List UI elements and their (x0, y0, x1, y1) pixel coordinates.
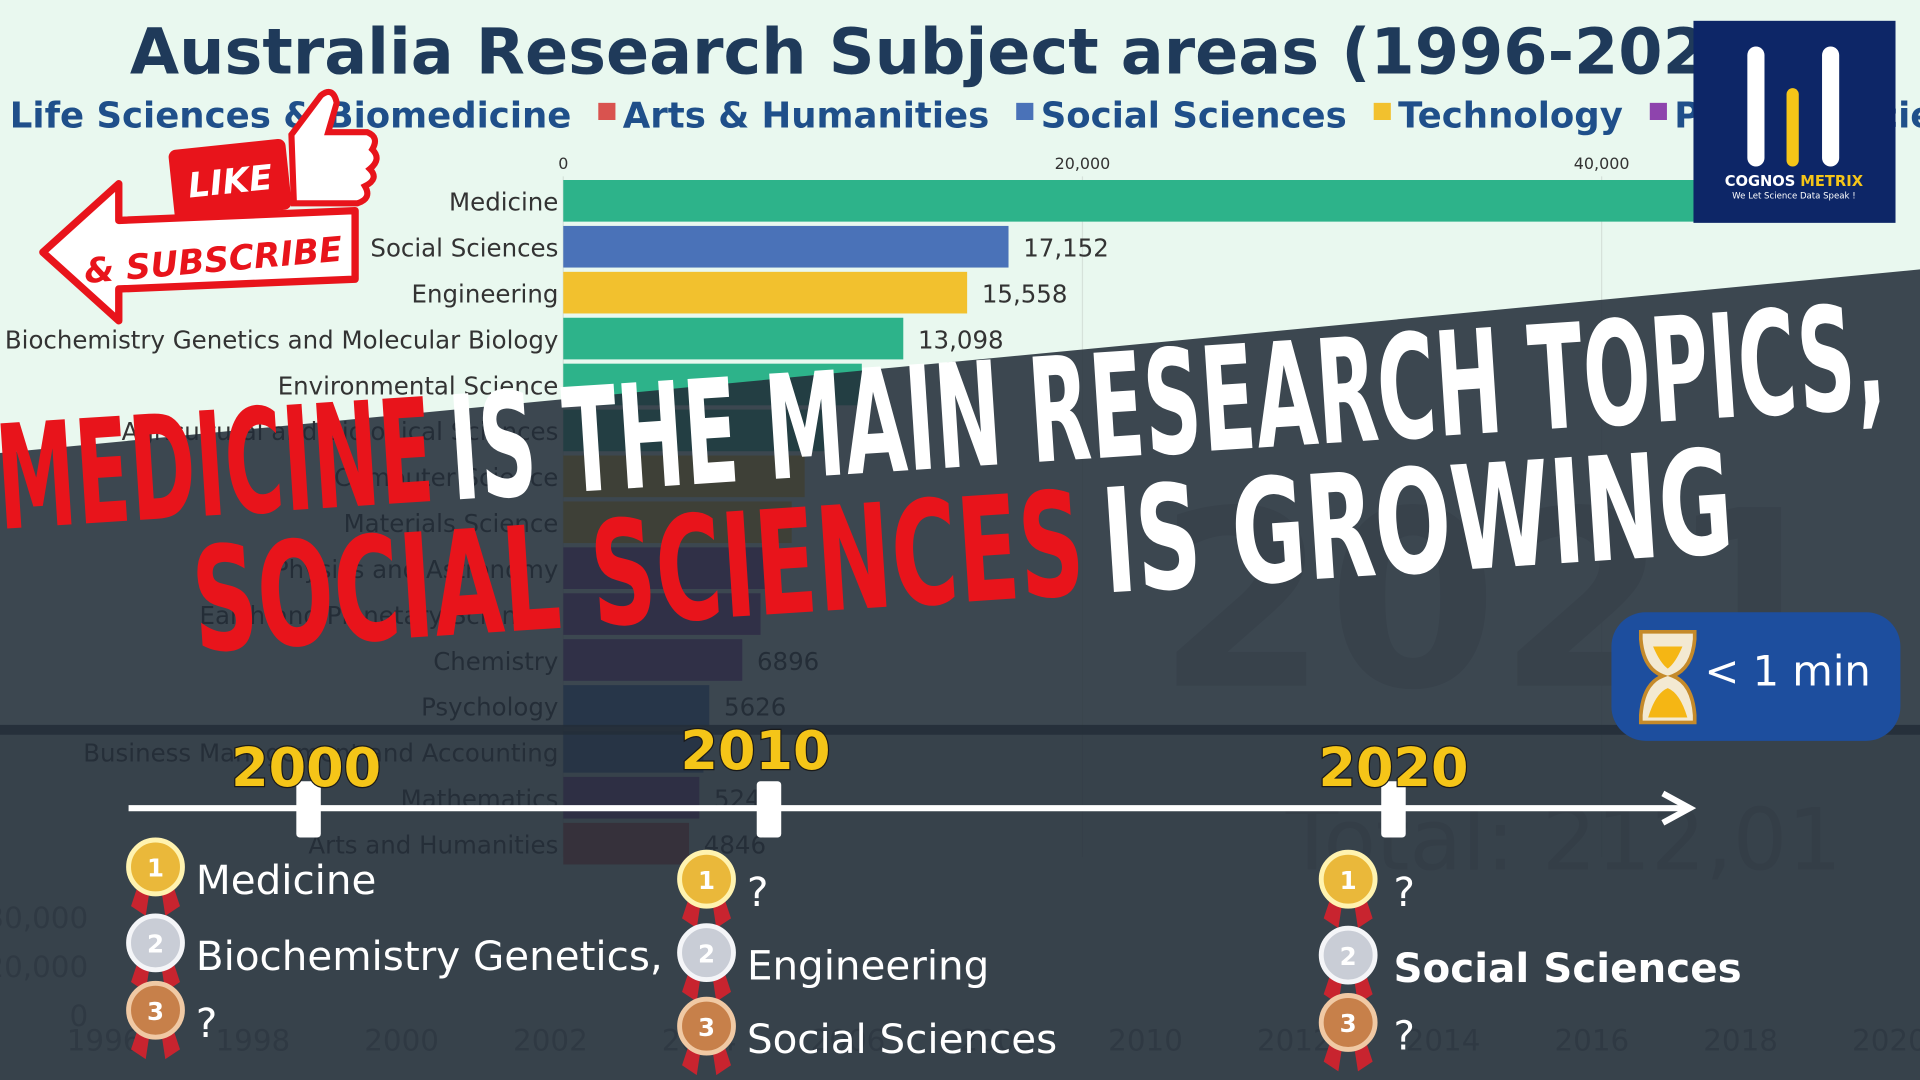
bar (563, 225, 1009, 268)
rank-label: Social Sciences (1393, 944, 1741, 992)
duration-badge: < 1 min (1611, 612, 1901, 741)
medal (126, 980, 185, 1040)
legend-label: Arts & Humanities (623, 95, 989, 136)
timeline: 2000 1 Medicine 2 Biochemistry Genetics, 3 ? 20… (126, 718, 1742, 1076)
category-label: Engineering (412, 279, 559, 308)
x-tick-label: 0 (558, 154, 568, 173)
medal (1318, 849, 1378, 909)
legend-swatch (598, 102, 616, 120)
timeline-year: 2000 (231, 736, 381, 799)
timeline-year: 2010 (681, 719, 831, 782)
timeline-year: 2020 (1319, 736, 1469, 799)
rank-label: ? (1393, 868, 1414, 916)
duration-text: < 1 min (1704, 647, 1870, 696)
medal-rank: 3 (698, 1013, 715, 1042)
logo-bar (1822, 46, 1840, 167)
legend-swatch (1373, 102, 1391, 120)
chart-title: Australia Research Subject areas (1996-2… (130, 15, 1780, 89)
medal (677, 996, 736, 1056)
logo-bar (1786, 88, 1799, 167)
banner (0, 269, 1920, 735)
rank-label: Medicine (196, 856, 376, 904)
timeline-marker (756, 781, 782, 838)
medal-rank: 3 (1340, 1009, 1357, 1038)
medal-rank: 1 (1340, 866, 1357, 895)
timeline-marker (296, 781, 321, 838)
value-label: 15,558 (982, 279, 1068, 308)
logo-text: COGNOS METRIX (1725, 173, 1864, 190)
rank-label: ? (196, 999, 217, 1047)
like-box (168, 139, 292, 221)
medal-rank: 1 (147, 854, 164, 883)
like-subscribe: LIKE & SUBSCRIBE (39, 88, 380, 325)
logo: COGNOS METRIX We Let Science Data Speak ! (1693, 20, 1896, 223)
bar (563, 180, 1771, 222)
medal-rank: 2 (1340, 942, 1357, 971)
medal-rank: 2 (147, 930, 164, 959)
arrow (39, 180, 359, 325)
rank-label: Biochemistry Genetics, (196, 932, 663, 980)
like-text: LIKE (186, 158, 274, 207)
category-label: Environmental Science (278, 371, 559, 400)
rank-label: ? (1393, 1011, 1414, 1059)
legend-label: Social Sciences (1041, 95, 1347, 136)
bar (563, 317, 904, 360)
headline-text: IS GROWING (1097, 419, 1738, 627)
hourglass-sand (1648, 646, 1688, 718)
medal-rank: 2 (698, 939, 715, 968)
thumb-icon (288, 88, 380, 207)
value-label: 17,152 (1023, 234, 1109, 263)
medal (1318, 925, 1378, 985)
logo-tagline: We Let Science Data Speak ! (1732, 191, 1855, 201)
category-label: Medicine (449, 188, 558, 217)
legend-label: Life Sciences & Biomedicine (10, 95, 572, 136)
category-label: Social Sciences (370, 234, 558, 263)
hourglass (1638, 630, 1697, 725)
medal (126, 913, 185, 973)
rank-label: ? (747, 868, 768, 916)
timeline-arrow (1661, 790, 1697, 826)
bar (563, 271, 968, 314)
medal (126, 837, 185, 897)
medal-rank: 3 (147, 997, 164, 1026)
x-tick-label: 20,000 (1055, 154, 1111, 173)
medal (677, 849, 736, 909)
headline-highlight: MEDICINE (0, 368, 438, 564)
x-tick-label: 40,000 (1574, 154, 1630, 173)
legend-swatch (1016, 102, 1034, 120)
value-label: 13,098 (918, 325, 1004, 354)
medal (677, 923, 736, 983)
logo-word: COGNOS (1725, 173, 1796, 190)
category-label: Biochemistry Genetics and Molecular Biol… (5, 325, 559, 354)
legend-swatch (1649, 102, 1667, 120)
rank-label: Engineering (747, 942, 989, 990)
timeline-marker (1381, 781, 1406, 838)
rank-label: Social Sciences (747, 1015, 1057, 1063)
medal (1318, 993, 1378, 1052)
logo-bar (1747, 46, 1765, 167)
legend-label: Technology (1398, 95, 1623, 136)
medal-rank: 1 (698, 866, 715, 895)
logo-word: METRIX (1800, 173, 1863, 190)
